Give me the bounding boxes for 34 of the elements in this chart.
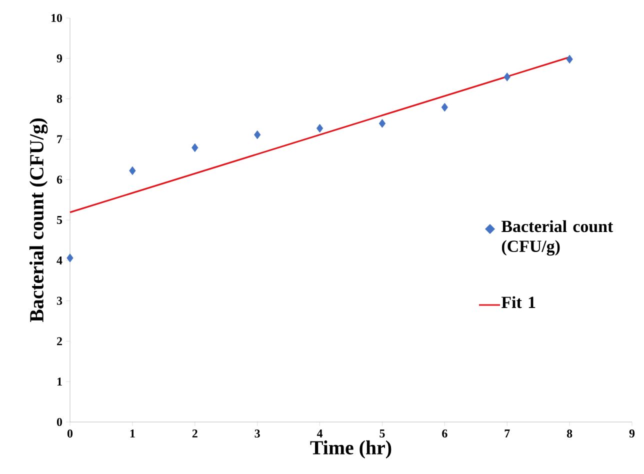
point [129,166,136,176]
y-tick-label: 6 [56,176,62,184]
point [504,72,510,82]
x-tick-label: 5 [380,430,385,438]
x-tick-label: 4 [316,430,323,438]
x-tick-label: 9 [629,430,635,438]
x-tick-label: 8 [566,430,572,438]
x-axis-title: Time (hr) [310,440,392,458]
x-tick-label: 7 [504,430,510,438]
point [254,130,261,140]
y-tick-label: 4 [56,256,62,264]
legend-label: Fit 1 [502,296,536,308]
y-tick-label: 3 [56,296,62,305]
point [441,102,448,112]
point [316,124,324,133]
point [566,54,573,64]
y-tick-label: 9 [56,54,62,62]
x-tick-label: 3 [254,430,260,438]
y-tick-label: 1 [57,378,62,386]
y-tick-label: 5 [56,216,62,224]
point [378,119,386,128]
x-tick-label: 2 [192,430,198,438]
y-tick-label: 8 [56,94,62,103]
y-axis-title: Bacterial count (CFU/g) [29,118,48,322]
legend-label: Bacterial count (CFU/g) [501,220,614,256]
y-tick-label: 0 [56,418,62,426]
y-tick-label: 2 [57,337,62,346]
x-tick-label: 6 [442,430,448,438]
x-tick-label: 1 [130,430,135,438]
y-tick-label: 7 [57,135,62,144]
y-tick-label: 10 [51,14,62,22]
point [192,143,198,152]
x-tick-label: 0 [67,430,73,438]
point [66,254,74,262]
